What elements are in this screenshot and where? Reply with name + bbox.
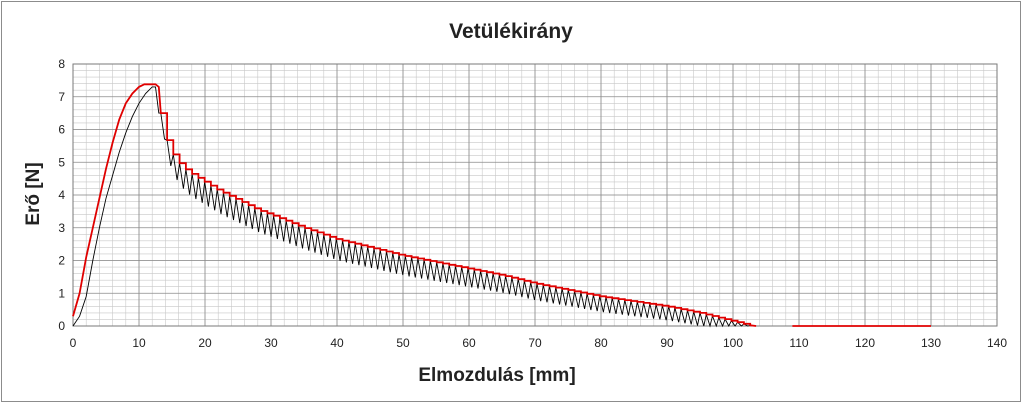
y-tick-label: 5 [58, 155, 65, 169]
y-tick-label: 4 [58, 188, 65, 202]
x-tick-label: 140 [987, 336, 1007, 350]
y-tick-label: 2 [58, 254, 65, 268]
series-line-measured [72, 86, 754, 328]
x-tick-label: 120 [855, 336, 875, 350]
x-tick-label: 70 [528, 336, 542, 350]
x-tick-label: 0 [70, 336, 77, 350]
x-tick-label: 100 [723, 336, 743, 350]
y-tick-label: 6 [58, 123, 65, 137]
series-line-envelope [72, 83, 757, 327]
y-axis-label: Erő [N] [23, 162, 44, 225]
y-tick-label: 1 [58, 286, 65, 300]
x-tick-label: 10 [132, 336, 146, 350]
x-tick-label: 30 [264, 336, 278, 350]
x-axis-label: Elmozdulás [mm] [418, 365, 575, 386]
x-tick-label: 130 [921, 336, 941, 350]
y-tick-label: 3 [58, 221, 65, 235]
x-tick-label: 80 [594, 336, 608, 350]
x-tick-label: 60 [462, 336, 476, 350]
x-tick-label: 90 [660, 336, 674, 350]
x-tick-label: 50 [396, 336, 410, 350]
plot-border [72, 63, 998, 327]
tick-labels: 0 10 20 30 40 50 60 70 80 90 100 110 120 130 140 0 1 2 3 4 5… [58, 57, 1007, 350]
series-lines [72, 83, 931, 328]
y-tick-label: 8 [58, 57, 65, 71]
x-tick-label: 110 [789, 336, 808, 350]
chart-frame: 0 10 20 30 40 50 60 70 80 90 100 110 120 130 140 0 1 2 3 4 5… [1, 1, 1021, 402]
x-tick-label: 40 [330, 336, 344, 350]
y-tick-label: 7 [58, 90, 65, 104]
y-tick-label: 0 [58, 319, 65, 333]
chart-title: Vetülékirány [449, 20, 573, 43]
chart: 0 10 20 30 40 50 60 70 80 90 100 110 120 130 140 0 1 2 3 4 5… [23, 20, 1007, 386]
grid [72, 63, 998, 327]
x-tick-label: 20 [198, 336, 212, 350]
